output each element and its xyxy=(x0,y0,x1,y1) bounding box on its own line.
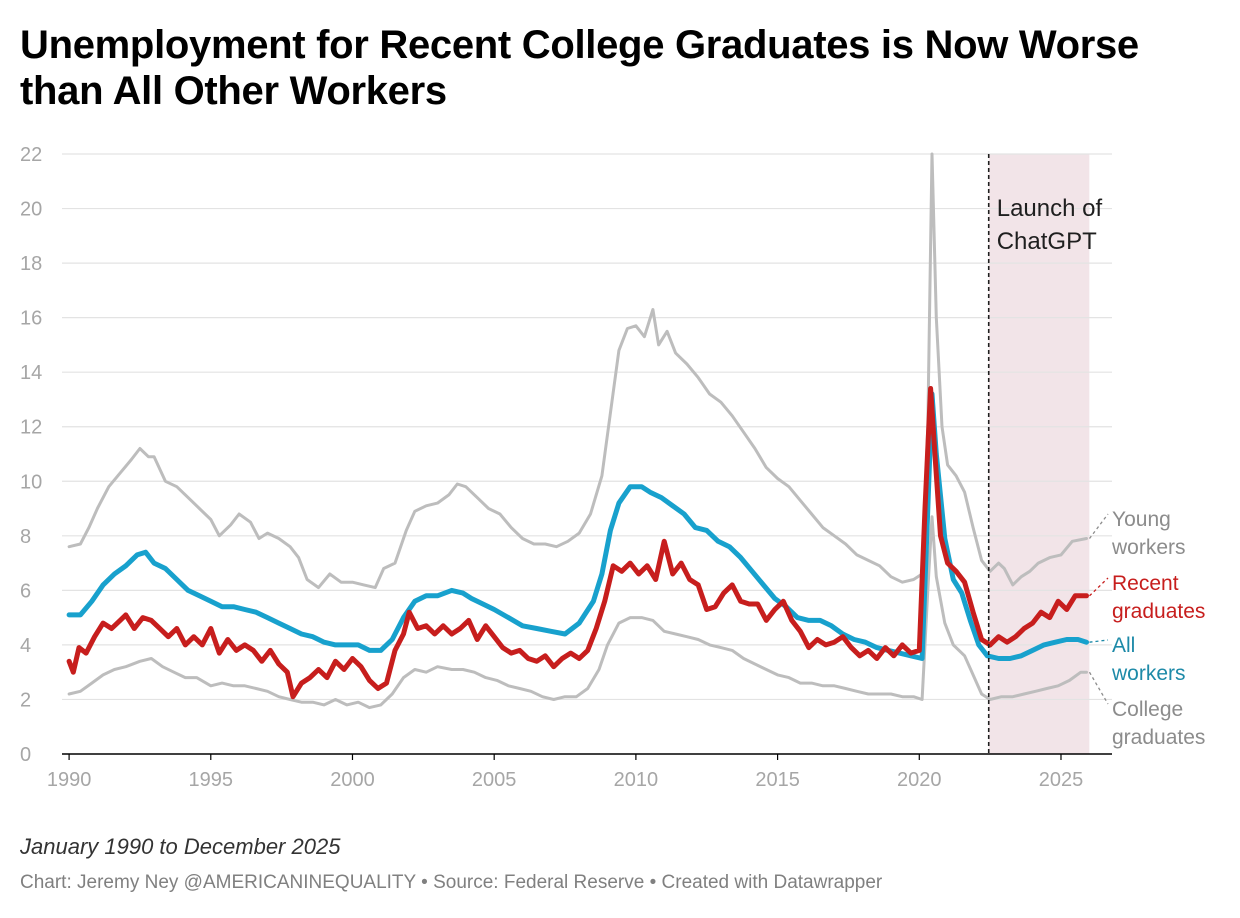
young-label-leader xyxy=(1088,513,1109,539)
y-tick-label: 0 xyxy=(20,744,31,766)
y-tick-label: 14 xyxy=(20,362,42,384)
credit-source-prefix: Source: xyxy=(433,872,504,893)
chart-credit: Chart: Jeremy Ney @AMERICANINEQUALITY • … xyxy=(20,872,882,894)
college-series-line xyxy=(67,515,1088,710)
y-tick-label: 16 xyxy=(20,308,42,330)
credit-author: Jeremy Ney @AMERICANINEQUALITY xyxy=(77,872,416,893)
y-tick-label: 18 xyxy=(20,253,42,275)
credit-source: Federal Reserve xyxy=(503,872,645,893)
credit-separator: • xyxy=(644,872,662,893)
chatgpt-era-shade xyxy=(988,154,1090,754)
recent-series-line xyxy=(66,386,1089,700)
y-tick-label: 22 xyxy=(20,144,42,166)
grid-layer xyxy=(62,153,1112,701)
credit-tool: Created with Datawrapper xyxy=(661,872,883,893)
x-tick-label: 2010 xyxy=(614,769,659,791)
shade-layer xyxy=(988,154,1090,754)
y-tick-label: 20 xyxy=(20,199,42,221)
chart-title: Unemployment for Recent College Graduate… xyxy=(20,23,1139,113)
y-tick-label: 4 xyxy=(20,635,31,657)
college-label-leader xyxy=(1088,671,1109,705)
y-tick-label: 12 xyxy=(20,417,42,439)
y-tick-label: 6 xyxy=(20,580,31,602)
recent-label-leader xyxy=(1089,577,1109,597)
all-series-label: All xyxy=(1112,634,1135,657)
chatgpt-annotation: ChatGPT xyxy=(997,228,1097,255)
all-label-leader xyxy=(1089,639,1109,643)
axis-layer: 0 2 4 6 8 10 12 14 16 18 20 22 1990 1995 2000 2005 2010 2… xyxy=(20,144,1112,791)
x-tick-label: 2005 xyxy=(472,769,517,791)
x-tick-label: 1990 xyxy=(47,769,92,791)
young-series-label: Young xyxy=(1112,508,1171,531)
young-series-line xyxy=(67,152,1088,590)
y-tick-label: 8 xyxy=(20,526,31,548)
x-tick-label: 1995 xyxy=(189,769,234,791)
credit-separator: • xyxy=(415,872,434,893)
college-series-label: graduates xyxy=(1112,726,1205,749)
recent-series-label: Recent xyxy=(1112,572,1179,595)
x-tick-label: 2000 xyxy=(330,769,375,791)
recent-series-label: graduates xyxy=(1112,600,1205,623)
x-tick-label: 2015 xyxy=(755,769,800,791)
series-layer xyxy=(66,152,1089,710)
x-tick-label: 2025 xyxy=(1039,769,1084,791)
chatgpt-annotation: Launch of xyxy=(997,195,1103,222)
all-series-label: workers xyxy=(1111,662,1186,685)
credit-chart-prefix: Chart: xyxy=(20,872,78,893)
label-layer: Launch of ChatGPT Young workers All workers Re… xyxy=(997,195,1206,749)
y-tick-label: 2 xyxy=(20,689,31,711)
x-tick-label: 2020 xyxy=(897,769,942,791)
chart-subtitle: January 1990 to December 2025 xyxy=(20,834,341,859)
college-series-label: College xyxy=(1112,698,1183,721)
young-series-label: workers xyxy=(1111,536,1186,559)
y-tick-label: 10 xyxy=(20,471,42,493)
